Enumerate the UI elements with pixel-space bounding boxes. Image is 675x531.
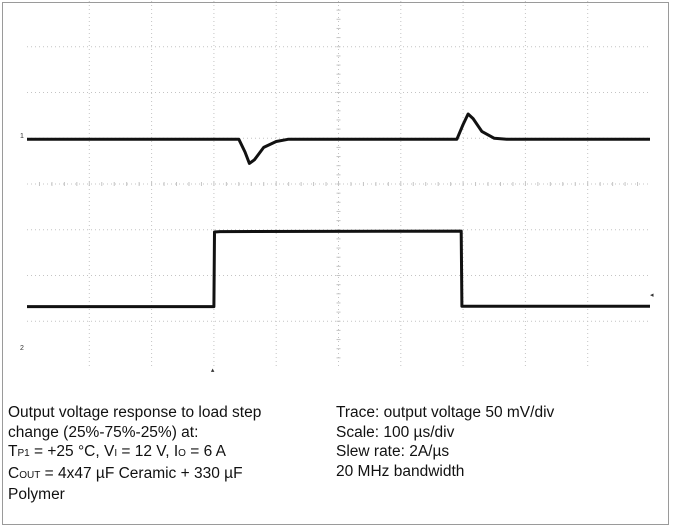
caption-text: Polymer [8,486,65,503]
caption-left-line: Output voltage response to load step [8,403,261,423]
trace-2 [27,229,650,309]
channel-2-marker: 2 [20,345,24,352]
caption-text: Slew rate: 2A/µs [336,443,450,460]
caption-text: T [8,443,18,460]
oscilloscope-plot: 1 2 ◂ ▴ [20,1,654,374]
caption-text: = 6 A [185,443,226,460]
trigger-level-marker: ◂ [650,292,654,299]
channel-1-marker: 1 [20,133,24,140]
caption-left-line: Polymer [8,485,261,505]
caption-right-line: Slew rate: 2A/µs [336,442,554,462]
caption-text: Trace: output voltage 50 mV/div [336,404,555,421]
caption-left-line: TP1 = +25 °C, VI = 12 V, IO = 6 A [8,442,261,464]
subscript-text: OUT [19,469,41,481]
caption-text: Scale: 100 µs/div [336,423,455,441]
caption-right-line: Scale: 100 µs/div [336,423,554,443]
caption-text: = 4x47 µF Ceramic + 330 µF [40,464,243,482]
caption-text: = 12 V, I [117,443,179,460]
trigger-position-marker: ▴ [211,367,215,374]
caption-left-line: COUT = 4x47 µF Ceramic + 330 µF [8,464,261,486]
graticule [27,1,650,367]
trace-1 [27,112,650,165]
caption-right: Trace: output voltage 50 mV/div Scale: 10… [336,403,554,481]
caption-right-line: Trace: output voltage 50 mV/div [336,403,554,423]
caption-right-line: 20 MHz bandwidth [336,462,554,482]
subscript-text: I [114,448,118,459]
caption-text: 20 MHz bandwidth [336,462,465,480]
subscript-text: O [178,448,186,459]
caption-text: C [8,464,20,482]
caption-left: Output voltage response to load step chan… [8,403,261,505]
caption-left-line: change (25%-75%-25%) at: [8,423,261,443]
caption-text: Output voltage response to load step [8,404,262,421]
caption-text: change (25%-75%-25%) at: [8,423,199,441]
figure-frame [2,2,669,525]
caption-text: = +25 °C, V [29,443,115,460]
subscript-text: P1 [17,448,30,459]
